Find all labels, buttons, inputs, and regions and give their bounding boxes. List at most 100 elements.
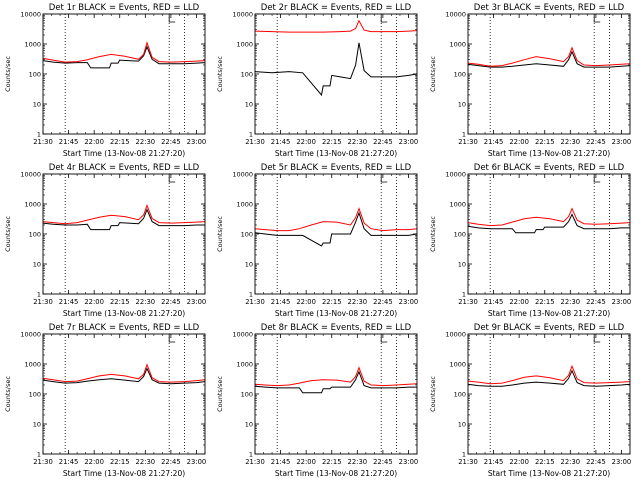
chart-panel-8: Det 8r BLACK = Events, RED = LLD Counts/s… xyxy=(216,323,418,478)
x-tick-label: 23:00 xyxy=(612,298,632,306)
y-tick-label: 10000 xyxy=(445,331,466,339)
plot-frame xyxy=(467,173,631,295)
plot-frame xyxy=(42,173,206,295)
series-line-events xyxy=(42,45,206,69)
series-line-lld xyxy=(467,207,631,227)
interval-bracket-mark xyxy=(380,15,388,23)
x-tick-label: 21:30 xyxy=(458,458,478,466)
interval-bracket-mark xyxy=(168,335,176,343)
x-tick-label: 21:45 xyxy=(59,138,79,146)
y-tick-label: 10 xyxy=(245,101,253,109)
x-tick-label: 21:30 xyxy=(458,298,478,306)
x-tick-label: 23:00 xyxy=(399,138,419,146)
chart-panel-2: Det 2r BLACK = Events, RED = LLD Counts/s… xyxy=(216,3,418,158)
y-tick-label: 1000 xyxy=(24,41,41,49)
chart-panel-7: Det 7r BLACK = Events, RED = LLD Counts/s… xyxy=(4,323,206,478)
interval-bracket-mark xyxy=(168,175,176,183)
x-tick-label: 22:00 xyxy=(509,298,529,306)
x-tick-label: 21:45 xyxy=(59,458,79,466)
y-axis-label: Counts/sec xyxy=(429,56,437,92)
x-tick-label: 21:45 xyxy=(59,298,79,306)
y-tick-label: 1000 xyxy=(236,41,253,49)
chart-title: Det 2r BLACK = Events, RED = LLD xyxy=(261,3,412,13)
y-tick-label: 100 xyxy=(29,71,41,79)
x-tick-label: 23:00 xyxy=(612,138,632,146)
chart-title: Det 8r BLACK = Events, RED = LLD xyxy=(261,323,412,333)
chart-title: Det 4r BLACK = Events, RED = LLD xyxy=(49,163,200,173)
y-axis-label: Counts/sec xyxy=(216,56,224,92)
chart-panel-6: Det 6r BLACK = Events, RED = LLD Counts/s… xyxy=(429,163,631,318)
y-tick-label: 1 xyxy=(462,131,466,139)
x-axis-label: Start Time (13-Nov-08 21:27:20) xyxy=(488,149,610,158)
x-tick-label: 21:45 xyxy=(484,298,504,306)
x-tick-label: 22:45 xyxy=(161,298,181,306)
y-tick-label: 10 xyxy=(458,421,466,429)
y-tick-label: 1000 xyxy=(236,361,253,369)
y-tick-label: 10000 xyxy=(232,331,253,339)
y-tick-label: 10000 xyxy=(445,11,466,19)
chart-title: Det 9r BLACK = Events, RED = LLD xyxy=(474,323,625,333)
x-tick-label: 22:00 xyxy=(509,458,529,466)
x-axis-label: Start Time (13-Nov-08 21:27:20) xyxy=(488,309,610,318)
x-tick-label: 22:15 xyxy=(535,138,555,146)
series-line-events xyxy=(254,370,417,394)
x-tick-label: 22:30 xyxy=(561,138,581,146)
series-line-events xyxy=(467,50,631,68)
y-tick-label: 1000 xyxy=(449,201,466,209)
y-tick-label: 10000 xyxy=(445,171,466,179)
x-tick-label: 22:30 xyxy=(348,458,368,466)
x-axis-label: Start Time (13-Nov-08 21:27:20) xyxy=(63,469,185,478)
series-line-lld xyxy=(254,207,418,232)
chart-title: Det 3r BLACK = Events, RED = LLD xyxy=(474,3,625,13)
interval-bracket-mark xyxy=(593,15,601,23)
chart-title: Det 5r BLACK = Events, RED = LLD xyxy=(261,163,412,173)
chart-panel-1: Det 1r BLACK = Events, RED = LLD Counts/s… xyxy=(4,3,206,158)
x-tick-label: 23:00 xyxy=(187,138,207,146)
y-tick-label: 10 xyxy=(245,261,253,269)
x-tick-label: 23:00 xyxy=(399,458,419,466)
x-tick-label: 22:00 xyxy=(509,138,529,146)
x-axis-label: Start Time (13-Nov-08 21:27:20) xyxy=(275,149,397,158)
chart-title: Det 7r BLACK = Events, RED = LLD xyxy=(49,323,200,333)
x-axis-label: Start Time (13-Nov-08 21:27:20) xyxy=(275,309,397,318)
y-tick-label: 1 xyxy=(37,131,41,139)
plot-frame xyxy=(42,13,206,135)
series-line-lld xyxy=(42,41,206,63)
x-tick-label: 22:45 xyxy=(586,138,606,146)
x-tick-label: 22:45 xyxy=(586,458,606,466)
x-tick-label: 22:15 xyxy=(322,298,342,306)
y-tick-label: 100 xyxy=(454,391,466,399)
y-axis-label: Counts/sec xyxy=(216,376,224,412)
y-tick-label: 10000 xyxy=(232,171,253,179)
x-tick-label: 21:30 xyxy=(245,138,265,146)
x-tick-label: 22:30 xyxy=(348,138,368,146)
x-tick-label: 22:00 xyxy=(296,298,316,306)
chart-panel-3: Det 3r BLACK = Events, RED = LLD Counts/s… xyxy=(429,3,631,158)
y-axis-label: Counts/sec xyxy=(429,376,437,412)
x-tick-label: 22:00 xyxy=(296,138,316,146)
plot-frame xyxy=(254,173,418,295)
y-tick-label: 10 xyxy=(33,101,41,109)
y-tick-label: 1 xyxy=(249,131,253,139)
plot-frame xyxy=(254,13,418,135)
x-tick-label: 22:15 xyxy=(110,298,130,306)
y-tick-label: 10000 xyxy=(20,331,41,339)
x-tick-label: 22:00 xyxy=(296,458,316,466)
chart-panel-5: Det 5r BLACK = Events, RED = LLD Counts/s… xyxy=(216,163,418,318)
series-line-events xyxy=(467,369,631,387)
x-tick-label: 21:45 xyxy=(484,458,504,466)
chart-panel-4: Det 4r BLACK = Events, RED = LLD Counts/s… xyxy=(4,163,206,318)
series-line-events xyxy=(42,208,205,231)
y-tick-label: 1 xyxy=(37,291,41,299)
series-line-events xyxy=(254,42,418,97)
interval-bracket-mark xyxy=(168,15,176,23)
x-tick-label: 22:45 xyxy=(586,298,606,306)
y-tick-label: 1000 xyxy=(449,361,466,369)
y-tick-label: 100 xyxy=(241,391,253,399)
series-line-lld xyxy=(42,363,206,383)
chart-panel-9: Det 9r BLACK = Events, RED = LLD Counts/s… xyxy=(429,323,631,478)
x-tick-label: 21:30 xyxy=(245,298,265,306)
y-tick-label: 1000 xyxy=(236,201,253,209)
interval-bracket-mark xyxy=(380,175,388,183)
series-line-lld xyxy=(467,364,631,385)
